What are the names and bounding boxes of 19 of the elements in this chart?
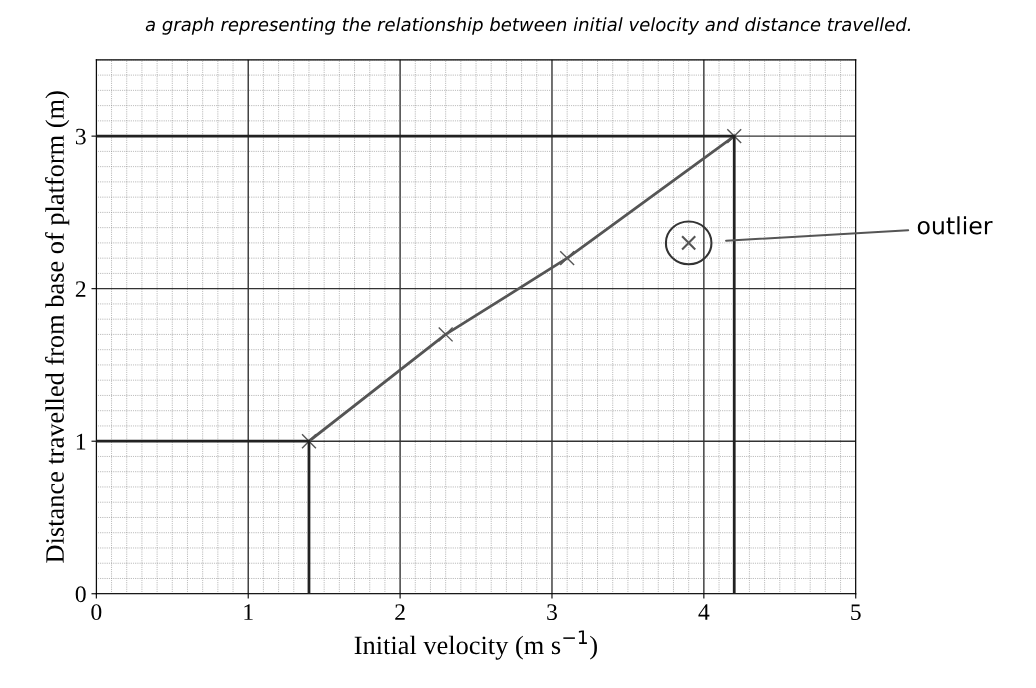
x-tick-label: 3 [547,604,557,621]
y-tick-label: 1 [76,433,86,450]
y-tick-label: 2 [75,281,86,297]
chart-title: a graph representing the relationship between initial velocity and distance travelled. [145,17,911,35]
x-tick-label: 0 [91,604,102,621]
y-tick-label: 3 [75,128,86,145]
x-tick-label: 5 [851,604,861,621]
text: outlier [917,216,993,235]
y-axis-title: Distance travelled from base of platform (m) [45,91,70,563]
point [301,433,317,449]
x-tick-label: 4 [698,604,710,620]
x-tick-label: 2 [395,604,405,620]
point [726,128,742,144]
point [664,220,713,266]
y-tick-label: 0 [75,586,86,603]
point [438,326,454,343]
x-axis-title: Initial velocity (m s$^{−1}$) [354,630,597,660]
x-tick-label: 1 [244,604,253,620]
point [559,250,575,266]
